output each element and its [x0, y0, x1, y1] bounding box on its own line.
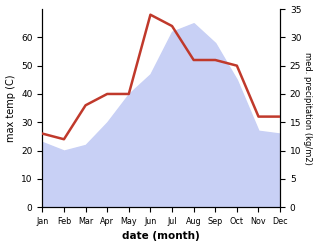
Y-axis label: med. precipitation (kg/m2): med. precipitation (kg/m2)	[303, 52, 313, 165]
X-axis label: date (month): date (month)	[122, 231, 200, 242]
Y-axis label: max temp (C): max temp (C)	[5, 74, 16, 142]
